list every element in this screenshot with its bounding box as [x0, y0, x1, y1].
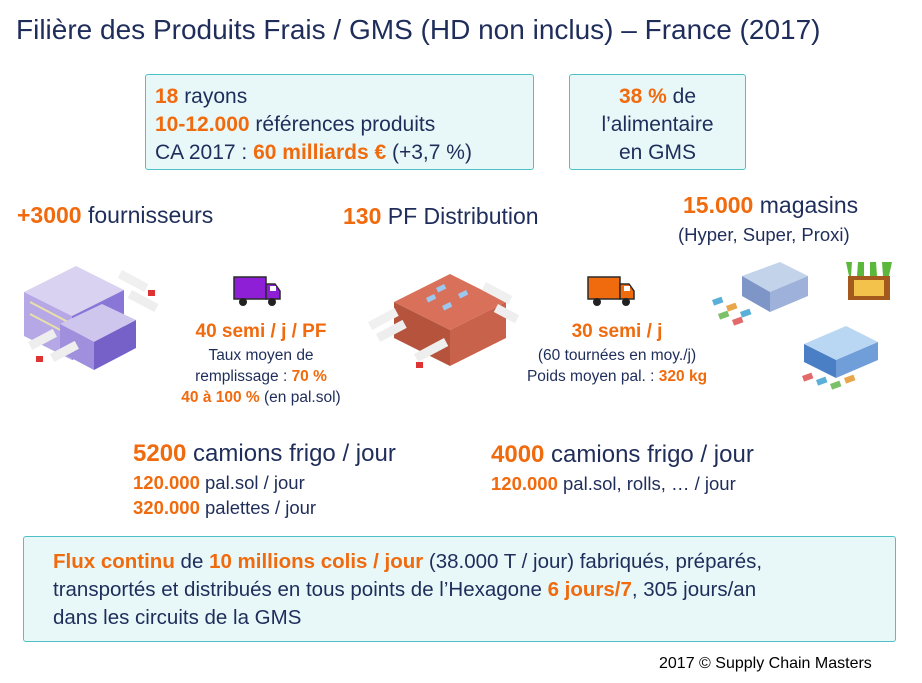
trucks-left: 5200 camions frigo / jour 120.000 pal.so…: [133, 440, 396, 520]
trucks-left-row1-text: pal.sol / jour: [199, 472, 305, 493]
flux-box: Flux continu de 10 millions colis / jour…: [23, 536, 896, 642]
rayons-label: rayons: [178, 85, 248, 108]
flux-text-2: (38.000 T / jour) fabriqués, préparés,: [423, 550, 763, 573]
flux-value-3: 6 jours/7: [547, 578, 632, 601]
share-text-3: en GMS: [618, 141, 697, 164]
distribution-platform-icon: [368, 274, 520, 368]
purple-truck-icon: [233, 276, 281, 306]
trucks-left-row1-value: 120.000: [133, 472, 200, 493]
right-flow-weight: 320 kg: [658, 368, 708, 385]
right-flow: 30 semi / j (60 tournées en moy./j) Poid…: [506, 321, 728, 387]
left-flow-range-suffix: (en pal.sol): [259, 389, 341, 406]
stores-subtext: (Hyper, Super, Proxi): [678, 224, 850, 245]
rayons-value: 18: [155, 85, 179, 108]
suppliers-text: fournisseurs: [81, 202, 214, 228]
trucks-right-row1-text: pal.sol, rolls, … / jour: [557, 473, 736, 494]
left-flow-range: 40 à 100 %: [181, 389, 260, 406]
ca-value: 60 milliards €: [253, 141, 387, 164]
key-figures-box: 18 rayons 10-12.000 références produits …: [145, 74, 534, 170]
right-flow-value: 30 semi / j: [571, 321, 663, 342]
platforms-label: 130 PF Distribution: [343, 203, 539, 230]
trucks-right-row1-value: 120.000: [491, 473, 558, 494]
left-flow-line1: Taux moyen de: [208, 347, 314, 364]
stores-value: 15.000: [683, 192, 754, 218]
trucks-right: 4000 camions frigo / jour 120.000 pal.so…: [491, 441, 754, 496]
trucks-right-text: camions frigo / jour: [544, 441, 754, 468]
suppliers-label: +3000 fournisseurs: [17, 202, 213, 229]
suppliers-value: +3000: [17, 202, 82, 228]
references-value: 10-12.000: [155, 113, 250, 136]
ca-growth: (+3,7 %): [386, 141, 472, 164]
trucks-left-text: camions frigo / jour: [186, 440, 396, 467]
share-value: 38 %: [618, 85, 667, 108]
share-box: 38 % de l’alimentaire en GMS: [569, 74, 746, 170]
right-flow-line2-label: Poids moyen pal. :: [526, 368, 659, 385]
copyright: 2017 © Supply Chain Masters: [659, 655, 872, 672]
ca-label: CA 2017 :: [155, 141, 254, 164]
stores-label: 15.000 magasins: [683, 192, 858, 219]
platforms-value: 130: [343, 203, 382, 229]
share-text-1: de: [666, 85, 697, 108]
orange-truck-icon: [587, 276, 635, 306]
flux-text-4: , 305 jours/an: [631, 578, 757, 601]
flux-text-1: de: [174, 550, 210, 573]
flux-value-1: Flux continu: [53, 550, 175, 573]
flux-text-3: transportés et distribués en tous points…: [53, 578, 548, 601]
left-flow-fill-rate: 70 %: [291, 368, 327, 385]
trucks-right-value: 4000: [491, 441, 545, 468]
platforms-text: PF Distribution: [381, 203, 539, 229]
trucks-left-row2-value: 320.000: [133, 497, 200, 518]
page-title: Filière des Produits Frais / GMS (HD non…: [16, 14, 821, 45]
left-flow-line2-label: remplissage :: [195, 368, 292, 385]
share-text-2: l’alimentaire: [601, 113, 714, 136]
supplier-warehouse-icon: [24, 266, 159, 370]
left-flow-value: 40 semi / j / PF: [195, 321, 327, 342]
store-building-icon: [712, 262, 808, 326]
references-label: références produits: [249, 113, 436, 136]
trucks-left-row2-text: palettes / jour: [199, 497, 317, 518]
trucks-left-value: 5200: [133, 440, 187, 467]
flux-text-5: dans les circuits de la GMS: [53, 606, 302, 629]
stores-text: magasins: [753, 192, 859, 218]
shop-awning-icon: [846, 262, 892, 300]
flux-value-2: 10 millions colis / jour: [209, 550, 424, 573]
hypermarket-icon: [802, 326, 878, 390]
left-flow: 40 semi / j / PF Taux moyen de remplissa…: [166, 321, 356, 408]
right-flow-line1: (60 tournées en moy./j): [537, 347, 697, 364]
